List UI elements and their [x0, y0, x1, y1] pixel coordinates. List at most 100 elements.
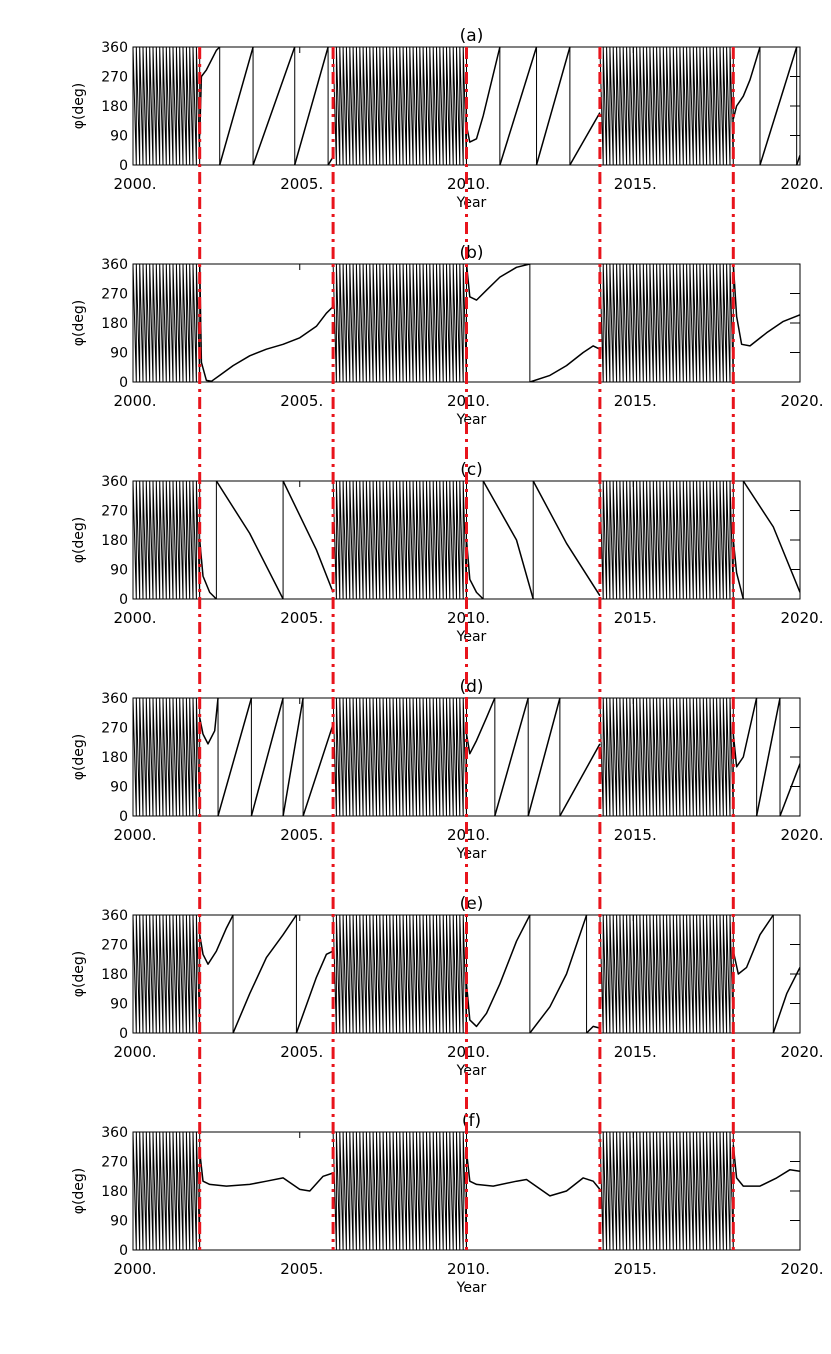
- y-tick-label: 90: [110, 129, 128, 145]
- panel-e: (e) 0 90 180 270 360 2000. 2005. 2010. 2015. 2020.…: [71, 894, 823, 1079]
- x-tick-label: 2020.: [781, 609, 824, 627]
- phase-curve: [527, 698, 561, 816]
- phase-curve: [295, 950, 334, 1033]
- x-tick-label: 2005.: [280, 392, 323, 410]
- oscillation-band: [133, 698, 201, 816]
- x-tick-label: 2015.: [614, 175, 657, 193]
- x-tick-label: 2020.: [781, 826, 824, 844]
- oscillation-band: [599, 47, 734, 165]
- x-axis-label: Year: [456, 629, 487, 645]
- oscillation-band: [133, 481, 201, 599]
- oscillation-band: [599, 481, 734, 599]
- x-tick-label: 2005.: [280, 609, 323, 627]
- phase-curve: [535, 47, 571, 165]
- y-tick-label: 90: [110, 563, 128, 579]
- x-tick-label: 2000.: [114, 609, 157, 627]
- data-group: [133, 47, 800, 165]
- phase-curve: [779, 763, 800, 816]
- panel-title: (d): [459, 677, 483, 697]
- oscillation-band: [133, 47, 201, 165]
- y-tick-label: 270: [101, 287, 128, 303]
- y-tick-label: 0: [119, 375, 128, 391]
- y-tick-label: 0: [119, 1026, 128, 1042]
- panel-title: (c): [460, 460, 483, 480]
- oscillation-band: [332, 915, 467, 1033]
- x-tick-label: 2020.: [781, 1260, 824, 1278]
- phase-curve: [198, 264, 334, 382]
- x-tick-label: 2000.: [114, 826, 157, 844]
- phase-curve: [759, 47, 798, 165]
- y-tick-label: 0: [119, 592, 128, 608]
- y-tick-label: 270: [101, 504, 128, 520]
- x-tick-label: 2010.: [447, 609, 490, 627]
- y-tick-label: 0: [119, 1243, 128, 1259]
- y-tick-label: 360: [101, 691, 128, 707]
- panel-b: (b) 0 90 180 270 360 2000. 2005. 2010. 2015. 2020.…: [71, 243, 823, 428]
- phase-curve: [465, 264, 531, 301]
- x-tick-label: 2005.: [280, 826, 323, 844]
- phase-curve: [732, 264, 800, 347]
- oscillation-band: [599, 1132, 734, 1250]
- phase-curve: [795, 154, 800, 165]
- phase-curve: [218, 47, 254, 165]
- x-tick-label: 2020.: [781, 1043, 824, 1061]
- x-tick-label: 2000.: [114, 1043, 157, 1061]
- y-tick-label: 0: [119, 158, 128, 174]
- phase-curve: [250, 698, 284, 816]
- oscillation-band: [332, 264, 467, 382]
- data-group: [133, 264, 800, 382]
- x-tick-label: 2015.: [614, 1260, 657, 1278]
- phase-curve: [494, 698, 529, 816]
- phase-curve: [232, 915, 298, 1033]
- x-tick-label: 2000.: [114, 175, 157, 193]
- x-tick-label: 2010.: [447, 826, 490, 844]
- panel-a: (a) 0 90 180 270 360 2000. 2005. 2010. 2015. 2020.…: [71, 26, 823, 211]
- x-tick-label: 2010.: [447, 1043, 490, 1061]
- data-group: [133, 915, 800, 1033]
- phase-curve: [217, 698, 253, 816]
- x-axis-label: Year: [456, 1280, 487, 1296]
- y-tick-label: 180: [101, 1184, 128, 1200]
- oscillation-band: [599, 698, 734, 816]
- x-axis-label: Year: [456, 195, 487, 211]
- phase-curve: [755, 698, 781, 816]
- phase-curve: [482, 481, 534, 599]
- phase-curve: [465, 915, 531, 1028]
- phase-curve: [465, 1151, 601, 1197]
- x-tick-label: 2020.: [781, 175, 824, 193]
- y-tick-label: 360: [101, 474, 128, 490]
- phase-curve: [282, 698, 304, 816]
- panel-f: (f) 0 90 180 270 360 2000. 2005. 2010. 2015. 2020.…: [71, 1111, 823, 1296]
- panels-group: (a) 0 90 180 270 360 2000. 2005. 2010. 2015. 2020.…: [71, 26, 823, 1296]
- panel-title: (f): [462, 1111, 481, 1131]
- x-tick-label: 2000.: [114, 392, 157, 410]
- y-tick-label: 270: [101, 721, 128, 737]
- x-tick-label: 2005.: [280, 1260, 323, 1278]
- phase-curve: [198, 1151, 334, 1192]
- y-tick-label: 270: [101, 1155, 128, 1171]
- x-tick-label: 2005.: [280, 1043, 323, 1061]
- oscillation-band: [599, 915, 734, 1033]
- phase-curve: [732, 698, 758, 768]
- phase-curve: [772, 967, 800, 1033]
- y-axis-label: φ(deg): [71, 517, 87, 564]
- oscillation-band: [332, 1132, 467, 1250]
- y-tick-label: 180: [101, 316, 128, 332]
- y-tick-label: 90: [110, 346, 128, 362]
- x-axis-label: Year: [456, 1063, 487, 1079]
- y-tick-label: 270: [101, 938, 128, 954]
- y-tick-label: 90: [110, 997, 128, 1013]
- phase-curve: [198, 539, 217, 599]
- y-tick-label: 360: [101, 908, 128, 924]
- phase-curve: [293, 47, 329, 165]
- phase-curve: [198, 915, 234, 965]
- phase-curve: [465, 539, 484, 599]
- y-tick-label: 180: [101, 99, 128, 115]
- x-tick-label: 2000.: [114, 1260, 157, 1278]
- phase-curve: [198, 47, 221, 136]
- oscillation-band: [133, 915, 201, 1033]
- oscillation-band: [332, 481, 467, 599]
- y-axis-label: φ(deg): [71, 83, 87, 130]
- x-tick-label: 2005.: [280, 175, 323, 193]
